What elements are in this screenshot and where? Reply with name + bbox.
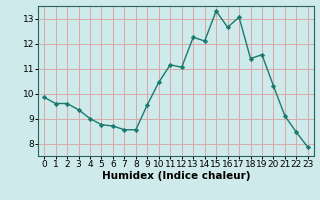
- X-axis label: Humidex (Indice chaleur): Humidex (Indice chaleur): [102, 171, 250, 181]
